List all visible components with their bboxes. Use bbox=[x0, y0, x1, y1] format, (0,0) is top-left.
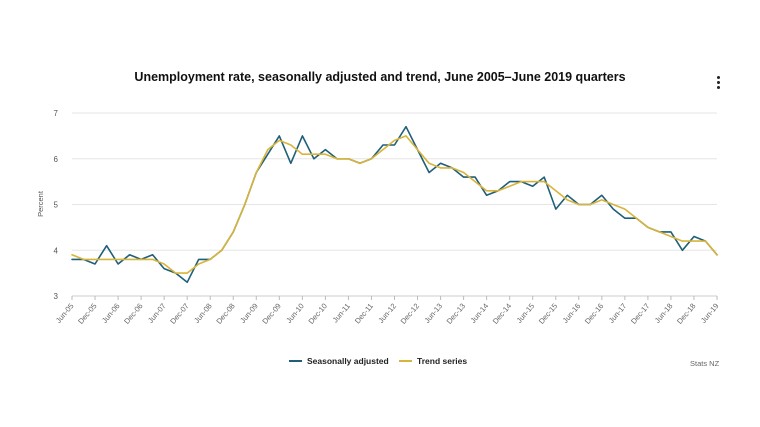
more-vertical-icon bbox=[717, 76, 720, 79]
x-tick-label: Jun-13 bbox=[422, 302, 444, 325]
x-tick-label: Jun-10 bbox=[284, 302, 306, 325]
x-tick-label: Dec-17 bbox=[629, 302, 651, 326]
x-tick-label: Jun-05 bbox=[54, 302, 76, 325]
legend-swatch-trend-series bbox=[399, 360, 412, 362]
y-tick-label: 6 bbox=[54, 155, 59, 164]
x-tick-label: Jun-07 bbox=[146, 302, 168, 325]
legend-label-trend-series: Trend series bbox=[417, 356, 468, 366]
more-vertical-icon-dot bbox=[717, 81, 720, 84]
x-tick-label: Jun-14 bbox=[469, 302, 491, 325]
x-tick-label: Jun-17 bbox=[607, 302, 629, 325]
series-line-trend-series[interactable] bbox=[71, 135, 718, 274]
source-note: Stats NZ bbox=[690, 359, 720, 368]
legend-label-seasonally-adjusted: Seasonally adjusted bbox=[307, 356, 389, 366]
y-tick-label: 7 bbox=[54, 109, 59, 118]
x-tick-label: Jun-12 bbox=[376, 302, 398, 325]
x-tick-label: Dec-07 bbox=[168, 302, 190, 326]
x-tick-label: Jun-19 bbox=[699, 302, 721, 325]
x-tick-label: Dec-16 bbox=[583, 302, 605, 326]
x-tick-label: Jun-08 bbox=[192, 302, 214, 325]
x-tick-label: Jun-09 bbox=[238, 302, 260, 325]
x-tick-label: Dec-11 bbox=[353, 302, 375, 326]
y-tick-label: 5 bbox=[54, 201, 59, 210]
x-tick-label: Dec-18 bbox=[675, 302, 697, 326]
legend-item-seasonally-adjusted[interactable]: Seasonally adjusted bbox=[289, 356, 389, 366]
x-tick-label: Dec-15 bbox=[537, 302, 559, 326]
more-vertical-icon-dot bbox=[717, 86, 720, 89]
x-tick-label: Jun-11 bbox=[331, 302, 352, 325]
x-tick-label: Dec-08 bbox=[214, 302, 236, 326]
x-tick-label: Dec-05 bbox=[76, 302, 98, 326]
x-tick-label: Dec-13 bbox=[445, 302, 467, 326]
chart-title: Unemployment rate, seasonally adjusted a… bbox=[134, 70, 626, 84]
x-tick-label: Dec-06 bbox=[122, 302, 144, 326]
x-tick-label: Dec-09 bbox=[260, 302, 282, 326]
x-tick-label: Jun-16 bbox=[561, 302, 583, 325]
x-tick-label: Jun-15 bbox=[515, 302, 537, 325]
y-tick-label: 4 bbox=[54, 246, 59, 255]
legend-swatch-seasonally-adjusted bbox=[289, 360, 302, 362]
x-tick-label: Jun-18 bbox=[653, 302, 675, 325]
legend: Seasonally adjusted Trend series bbox=[0, 356, 760, 370]
chart-menu-button[interactable] bbox=[712, 74, 726, 92]
x-tick-label: Dec-14 bbox=[491, 302, 513, 326]
series-lines bbox=[71, 125, 718, 284]
y-tick-label: 3 bbox=[54, 292, 59, 301]
x-tick-label: Dec-12 bbox=[399, 302, 421, 326]
legend-item-trend-series[interactable]: Trend series bbox=[399, 356, 467, 366]
y-axis-title: Percent bbox=[36, 190, 45, 217]
x-tick-label: Jun-06 bbox=[100, 302, 122, 325]
series-line-seasonally-adjusted[interactable] bbox=[71, 125, 718, 284]
x-tick-label: Dec-10 bbox=[306, 302, 328, 326]
